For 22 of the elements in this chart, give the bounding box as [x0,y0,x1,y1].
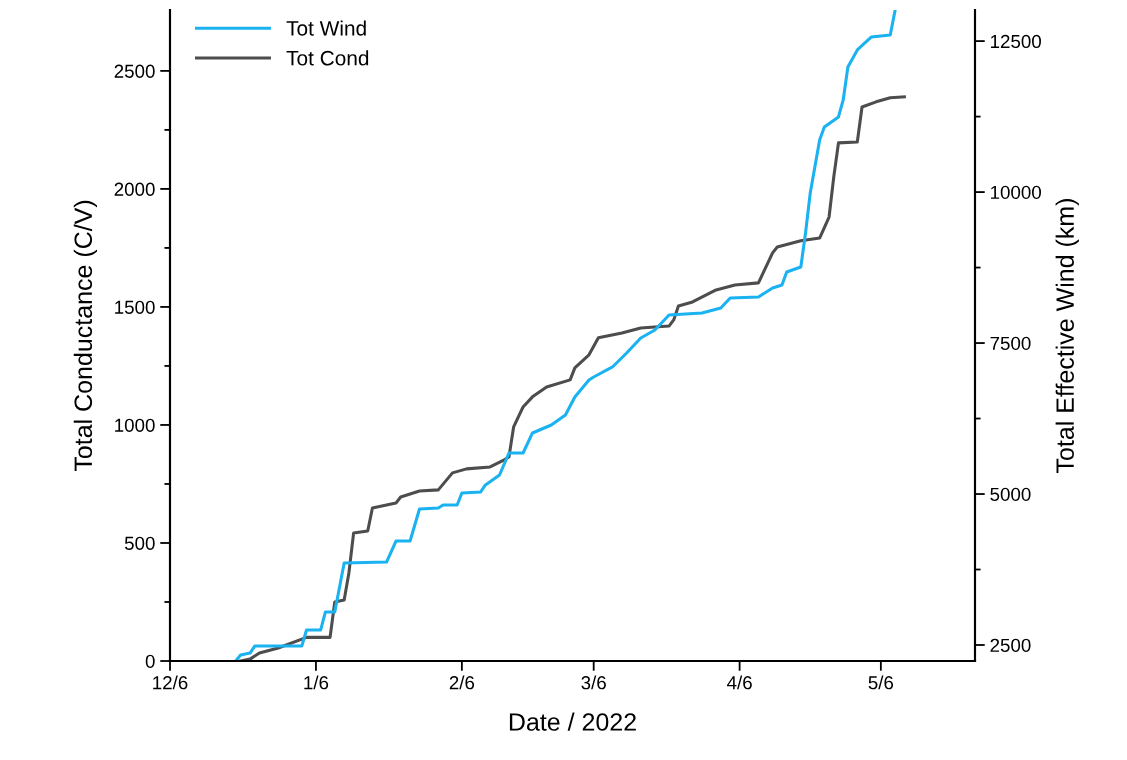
y-axis-title: Total Conductance (C/V) [73,200,98,472]
y2-tick-label: 7500 [990,336,1031,351]
x-tick-label: 1/6 [304,675,329,690]
y-tick-label: 1000 [115,418,155,432]
y2-axis-title: Total Effective Wind (km) [1055,199,1079,473]
y-tick-label: 2000 [114,182,155,196]
legend-label: Tot Wind [286,20,366,36]
y2-tick-label: 10000 [991,185,1041,200]
y2-tick-label: 2500 [990,638,1031,652]
x-tick-label: 3/6 [581,675,606,690]
legend-label: Tot Cond [286,50,369,66]
x-tick-label: 5/6 [868,675,894,690]
x-tick-label: 2/6 [449,675,475,690]
y-tick-label: 1500 [115,300,155,314]
y2-tick-label: 5000 [990,487,1031,501]
x-axis-title: Date / 2022 [509,712,636,731]
x-tick-label: 4/6 [727,675,752,690]
y-tick-label: 0 [145,654,155,668]
y-tick-label: 500 [124,536,155,550]
x-tick-label: 12/6 [153,675,188,690]
y-tick-label: 2500 [114,64,155,78]
y2-tick-label: 12500 [991,34,1041,49]
